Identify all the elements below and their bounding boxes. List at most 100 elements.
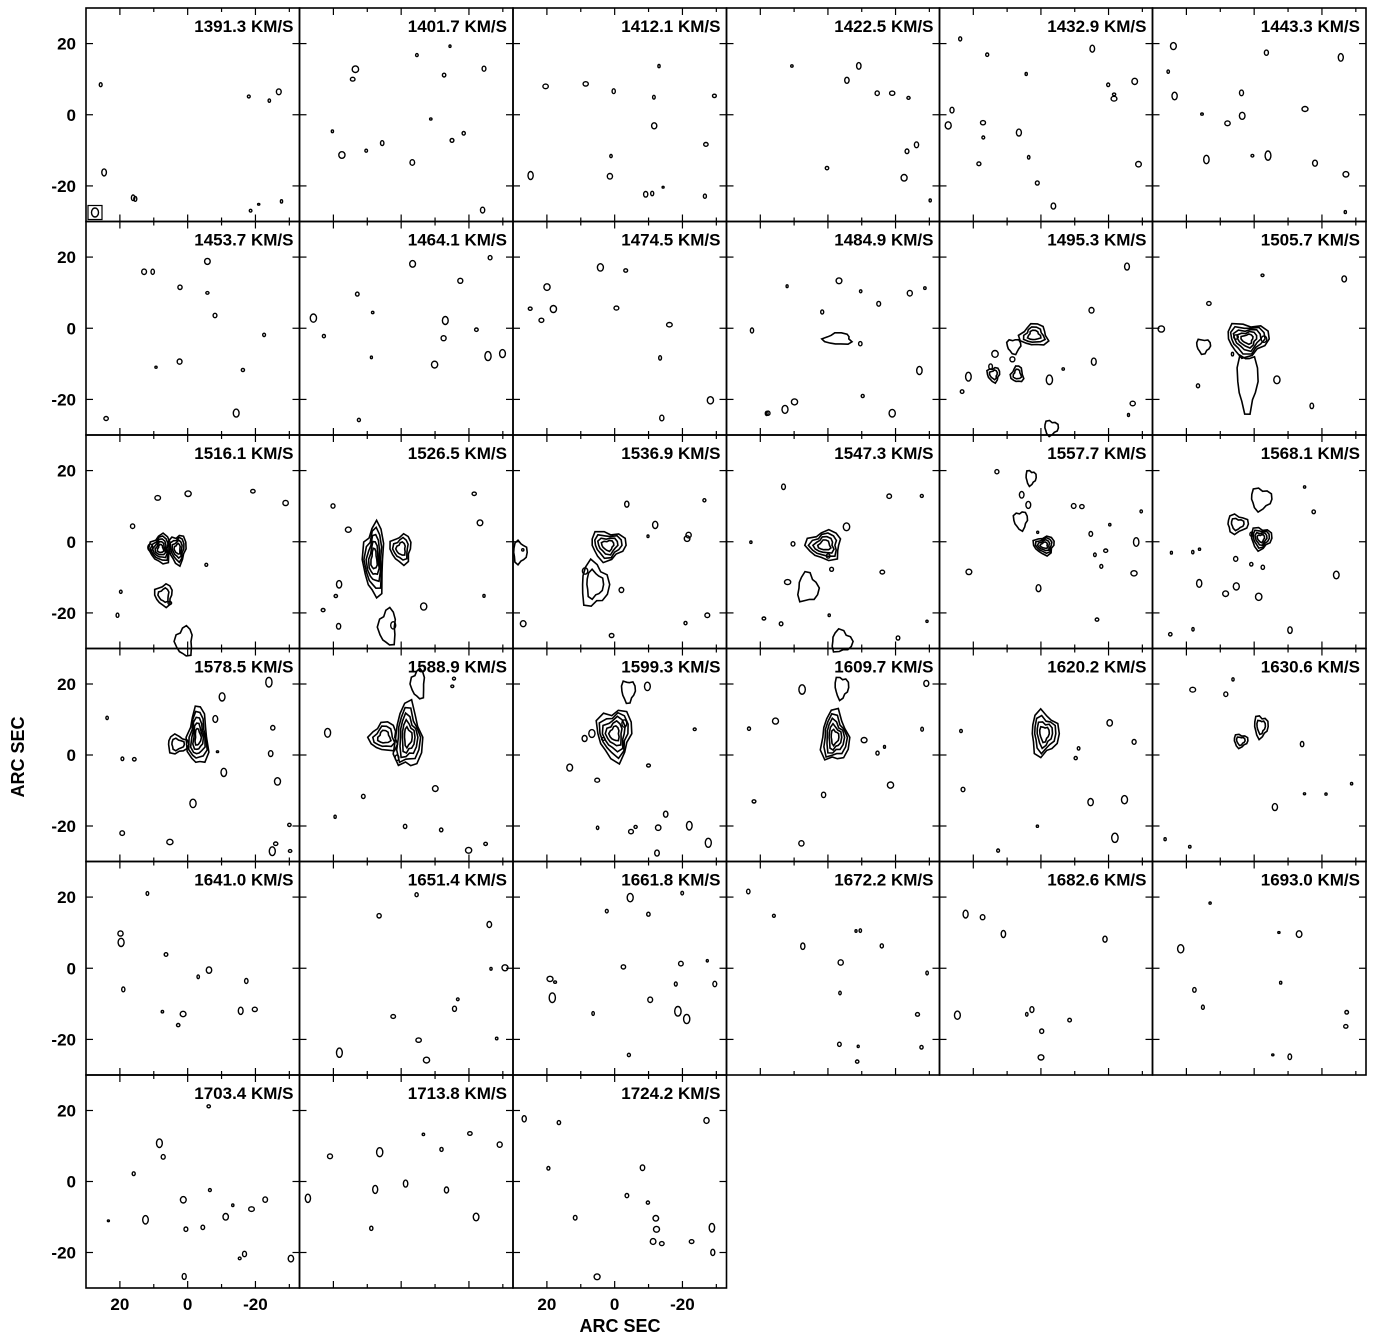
noise-contour	[455, 997, 460, 1002]
x-axis-title: ARC SEC	[579, 1316, 660, 1336]
channel-panel: 1547.3 KM/S	[725, 434, 941, 653]
noise-contour	[145, 890, 150, 897]
noise-contour	[368, 1225, 374, 1232]
emission-contour	[620, 680, 637, 705]
channel-velocity-label: 1609.7 KM/S	[834, 658, 933, 677]
noise-contour	[430, 360, 439, 369]
x-tick-label: -20	[243, 1295, 268, 1314]
noise-contour	[854, 1059, 860, 1064]
noise-contour	[441, 315, 449, 326]
noise-contour	[960, 786, 966, 793]
noise-contour	[177, 284, 183, 291]
noise-contour	[965, 568, 973, 576]
channel-panel: 1672.2 KM/S	[725, 860, 941, 1076]
noise-contour	[448, 44, 452, 49]
emission-contour	[147, 532, 171, 565]
channel-velocity-label: 1453.7 KM/S	[194, 231, 293, 250]
noise-contour	[176, 358, 183, 365]
emission-contour	[403, 725, 414, 750]
emission-contour	[370, 547, 379, 570]
channel-panel: 1536.9 KM/S	[512, 434, 728, 650]
noise-contour	[1088, 530, 1094, 538]
y-tick-label: 0	[67, 746, 76, 765]
noise-contour	[1341, 275, 1348, 283]
emission-contour	[1025, 469, 1038, 488]
noise-contour	[925, 619, 929, 624]
channel-panel: 1464.1 KM/S	[298, 220, 514, 436]
panel-frame	[512, 7, 728, 223]
noise-contour	[1349, 781, 1354, 786]
panel-frame	[725, 7, 941, 223]
noise-contour	[344, 526, 352, 534]
noise-contour	[928, 198, 933, 203]
noise-contour	[496, 1141, 503, 1149]
noise-contour	[414, 892, 419, 898]
emission-contour	[1250, 526, 1273, 553]
noise-contour	[925, 970, 929, 976]
emission-contour	[819, 707, 851, 761]
noise-contour	[1238, 111, 1246, 121]
noise-contour	[1203, 154, 1210, 165]
noise-contour	[976, 161, 982, 167]
noise-contour	[286, 822, 292, 828]
noise-contour	[1191, 626, 1195, 632]
noise-contour	[1134, 160, 1142, 168]
noise-contour	[521, 1115, 528, 1123]
noise-contour	[964, 371, 972, 382]
noise-contour	[1099, 563, 1104, 569]
panel-frame	[1151, 647, 1367, 863]
noise-contour	[771, 913, 776, 918]
channel-velocity-label: 1432.9 KM/S	[1047, 17, 1146, 36]
noise-contour	[354, 291, 360, 297]
panel-frame	[85, 7, 301, 223]
noise-contour	[390, 621, 397, 630]
emission-contour	[600, 539, 615, 553]
panel-frame	[938, 860, 1154, 1076]
noise-contour	[1221, 590, 1230, 598]
noise-contour	[824, 165, 830, 171]
noise-contour	[155, 1138, 164, 1149]
noise-contour	[321, 333, 327, 339]
noise-contour	[1025, 500, 1032, 510]
noise-contour	[785, 284, 789, 289]
noise-contour	[1295, 930, 1303, 939]
noise-contour	[650, 190, 655, 197]
noise-contour	[981, 135, 986, 140]
emission-contour	[1227, 322, 1271, 360]
noise-contour	[98, 81, 103, 88]
emission-contour	[830, 728, 840, 748]
channel-velocity-label: 1641.0 KM/S	[194, 871, 293, 890]
noise-contour	[379, 140, 385, 147]
noise-contour	[527, 170, 534, 181]
noise-contour	[677, 960, 684, 967]
noise-contour	[979, 914, 986, 921]
noise-contour	[661, 185, 665, 189]
noise-contour	[200, 1224, 206, 1231]
channel-velocity-label: 1568.1 KM/S	[1261, 444, 1360, 463]
noise-contour	[248, 208, 253, 213]
channel-panel: 1443.3 KM/S	[1151, 7, 1367, 223]
emission-contour	[1005, 338, 1022, 356]
panel-frame	[512, 860, 728, 1076]
noise-contour	[1332, 570, 1340, 580]
emission-contour	[1236, 330, 1258, 349]
x-tick-label: -20	[670, 1295, 695, 1314]
noise-contour	[651, 94, 656, 100]
panel-frame	[298, 1074, 514, 1289]
noise-contour	[860, 393, 865, 399]
noise-contour	[183, 1226, 189, 1233]
noise-contour	[364, 148, 369, 153]
noise-contour	[267, 98, 272, 104]
noise-contour	[175, 1022, 181, 1028]
noise-contour	[882, 744, 887, 749]
noise-contour	[711, 93, 717, 99]
noise-contour	[1132, 537, 1140, 548]
emission-contour	[1233, 733, 1249, 750]
noise-contour	[1232, 582, 1241, 591]
channel-velocity-label: 1578.5 KM/S	[194, 658, 293, 677]
noise-contour	[1324, 792, 1328, 796]
emission-contour	[1033, 714, 1057, 755]
noise-contour	[1009, 356, 1016, 363]
noise-contour	[267, 749, 274, 758]
